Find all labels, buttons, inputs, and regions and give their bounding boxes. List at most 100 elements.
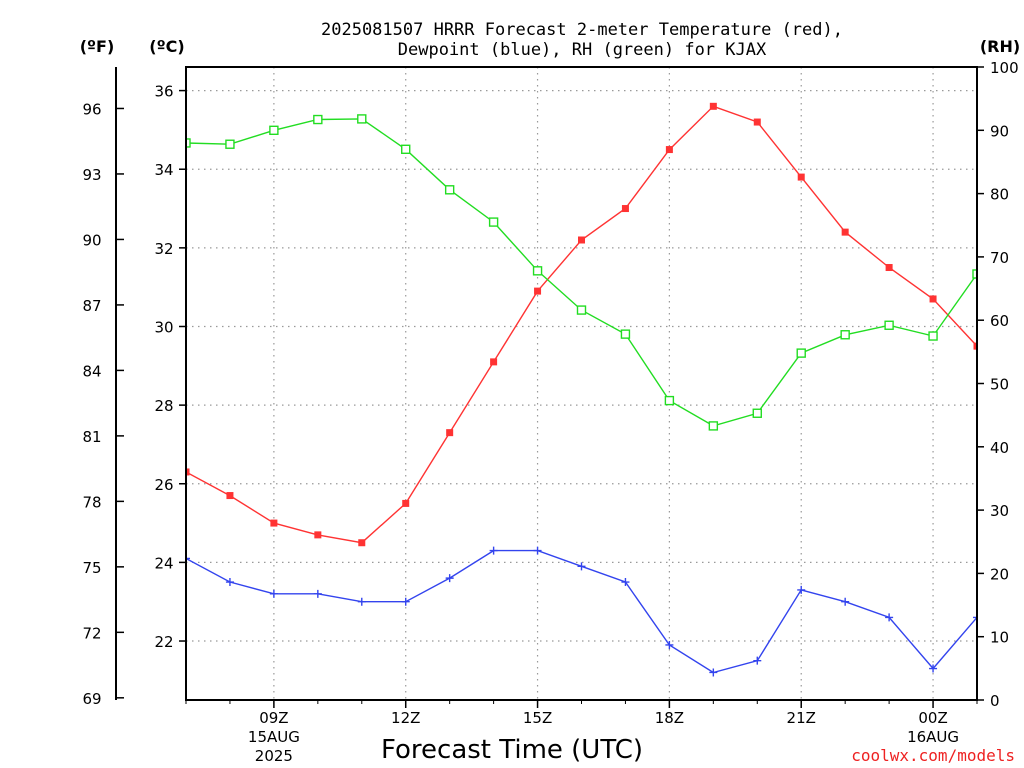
grid-lines — [186, 67, 977, 700]
fahrenheit-tick-label: 90 — [82, 231, 101, 249]
series-rh — [186, 114, 978, 431]
dewpoint-point — [841, 597, 850, 606]
rh-unit-label: (RH) — [980, 37, 1020, 56]
x-tick-label: 18Z — [655, 709, 684, 727]
rh-point — [269, 125, 279, 136]
temperature-point — [665, 146, 673, 154]
dewpoint-point — [445, 574, 454, 583]
dewpoint-point — [533, 546, 542, 555]
celsius-unit-label: (ºC) — [149, 37, 184, 56]
rh-point — [313, 114, 323, 125]
rh-point — [708, 421, 719, 431]
chart-title: 2025081507 HRRR Forecast 2-meter Tempera… — [321, 20, 843, 60]
chart-title-line-1: 2025081507 HRRR Forecast 2-meter Tempera… — [321, 20, 843, 40]
celsius-tick-label: 30 — [154, 318, 173, 336]
plot-frame — [185, 66, 978, 701]
rh-point — [840, 330, 850, 340]
rh-point — [620, 329, 631, 339]
chart-title-line-2: Dewpoint (blue), RH (green) for KJAX — [398, 40, 767, 60]
x-tick-label: 00Z — [918, 709, 947, 727]
fahrenheit-tick-label: 78 — [82, 493, 101, 511]
temperature-point — [885, 264, 893, 272]
x-tick-date-label: 16AUG — [907, 728, 959, 746]
rh-point — [357, 114, 367, 124]
temperature-point — [534, 287, 542, 295]
temperature-point — [358, 539, 366, 547]
fahrenheit-tick-label: 75 — [82, 559, 101, 577]
fahrenheit-tick-label: 96 — [82, 100, 101, 118]
temperature-point — [226, 492, 234, 500]
fahrenheit-tick-label: 69 — [82, 690, 101, 708]
dewpoint-point — [186, 554, 190, 563]
dewpoint-point — [401, 597, 410, 606]
fahrenheit-tick-label: 81 — [82, 428, 101, 446]
rh-point — [664, 395, 675, 406]
celsius-tick-label: 36 — [154, 83, 173, 101]
x-tick-label: 21Z — [787, 709, 816, 727]
x-axis-label: Forecast Time (UTC) — [381, 735, 643, 765]
x-tick-label: 12Z — [391, 709, 420, 727]
temperature-point — [841, 228, 849, 236]
series-line-temperature — [186, 105, 978, 544]
temperature-point — [490, 358, 498, 366]
temperature-point — [314, 531, 322, 539]
temperature-point — [973, 342, 978, 350]
temperature-point — [270, 519, 278, 527]
temperature-point — [186, 468, 190, 476]
temperature-point — [797, 173, 805, 181]
rh-point — [576, 305, 587, 315]
rh-point — [752, 408, 762, 418]
dewpoint-point — [269, 589, 278, 598]
credit-link[interactable]: coolwx.com/models — [851, 746, 1015, 765]
rh-point — [884, 320, 894, 330]
dewpoint-point — [313, 589, 322, 598]
rh-tick-label: 90 — [990, 122, 1009, 140]
dewpoint-point — [753, 656, 762, 665]
dewpoint-point — [929, 664, 938, 673]
dewpoint-point — [665, 640, 674, 649]
x-tick-label: 15Z — [523, 709, 552, 727]
rh-tick-label: 80 — [990, 186, 1009, 204]
temperature-point — [709, 102, 717, 110]
rh-point — [532, 266, 543, 276]
fahrenheit-tick-label: 87 — [82, 297, 101, 315]
celsius-tick-label: 22 — [154, 633, 173, 651]
temperature-point — [578, 236, 585, 244]
fahrenheit-tick-label: 72 — [82, 624, 101, 642]
celsius-tick-label: 32 — [154, 240, 173, 258]
dewpoint-point — [357, 597, 366, 606]
dewpoint-point — [885, 613, 894, 622]
rh-tick-label: 40 — [990, 439, 1009, 457]
dewpoint-point — [225, 578, 234, 587]
dewpoint-point — [621, 578, 630, 587]
celsius-tick-label: 34 — [154, 161, 173, 179]
series-line-rh — [186, 118, 978, 427]
x-tick-date-label: 15AUG — [248, 728, 300, 746]
celsius-tick-label: 24 — [154, 554, 173, 572]
temperature-point — [753, 118, 761, 126]
temperature-point — [446, 429, 454, 437]
x-tick-label: 09Z — [259, 709, 288, 727]
rh-tick-label: 60 — [990, 312, 1009, 330]
rh-tick-label: 50 — [990, 376, 1009, 394]
rh-tick-label: 20 — [990, 565, 1009, 583]
series-dewpoint — [186, 546, 978, 677]
fahrenheit-tick-label: 84 — [82, 362, 101, 380]
series-layer — [186, 102, 978, 677]
rh-point — [796, 348, 806, 358]
celsius-tick-label: 26 — [154, 476, 173, 494]
rh-point — [225, 139, 235, 149]
rh-tick-label: 70 — [990, 249, 1009, 267]
rh-tick-label: 100 — [990, 59, 1019, 77]
series-temperature — [186, 102, 978, 547]
rh-point — [488, 217, 499, 227]
fahrenheit-unit-label: (ºF) — [80, 37, 115, 56]
rh-tick-label: 0 — [990, 692, 1000, 710]
rh-tick-label: 30 — [990, 502, 1009, 520]
dewpoint-point — [709, 668, 718, 677]
fahrenheit-tick-label: 93 — [82, 166, 101, 184]
celsius-tick-label: 28 — [154, 397, 173, 415]
rh-point — [186, 138, 191, 148]
